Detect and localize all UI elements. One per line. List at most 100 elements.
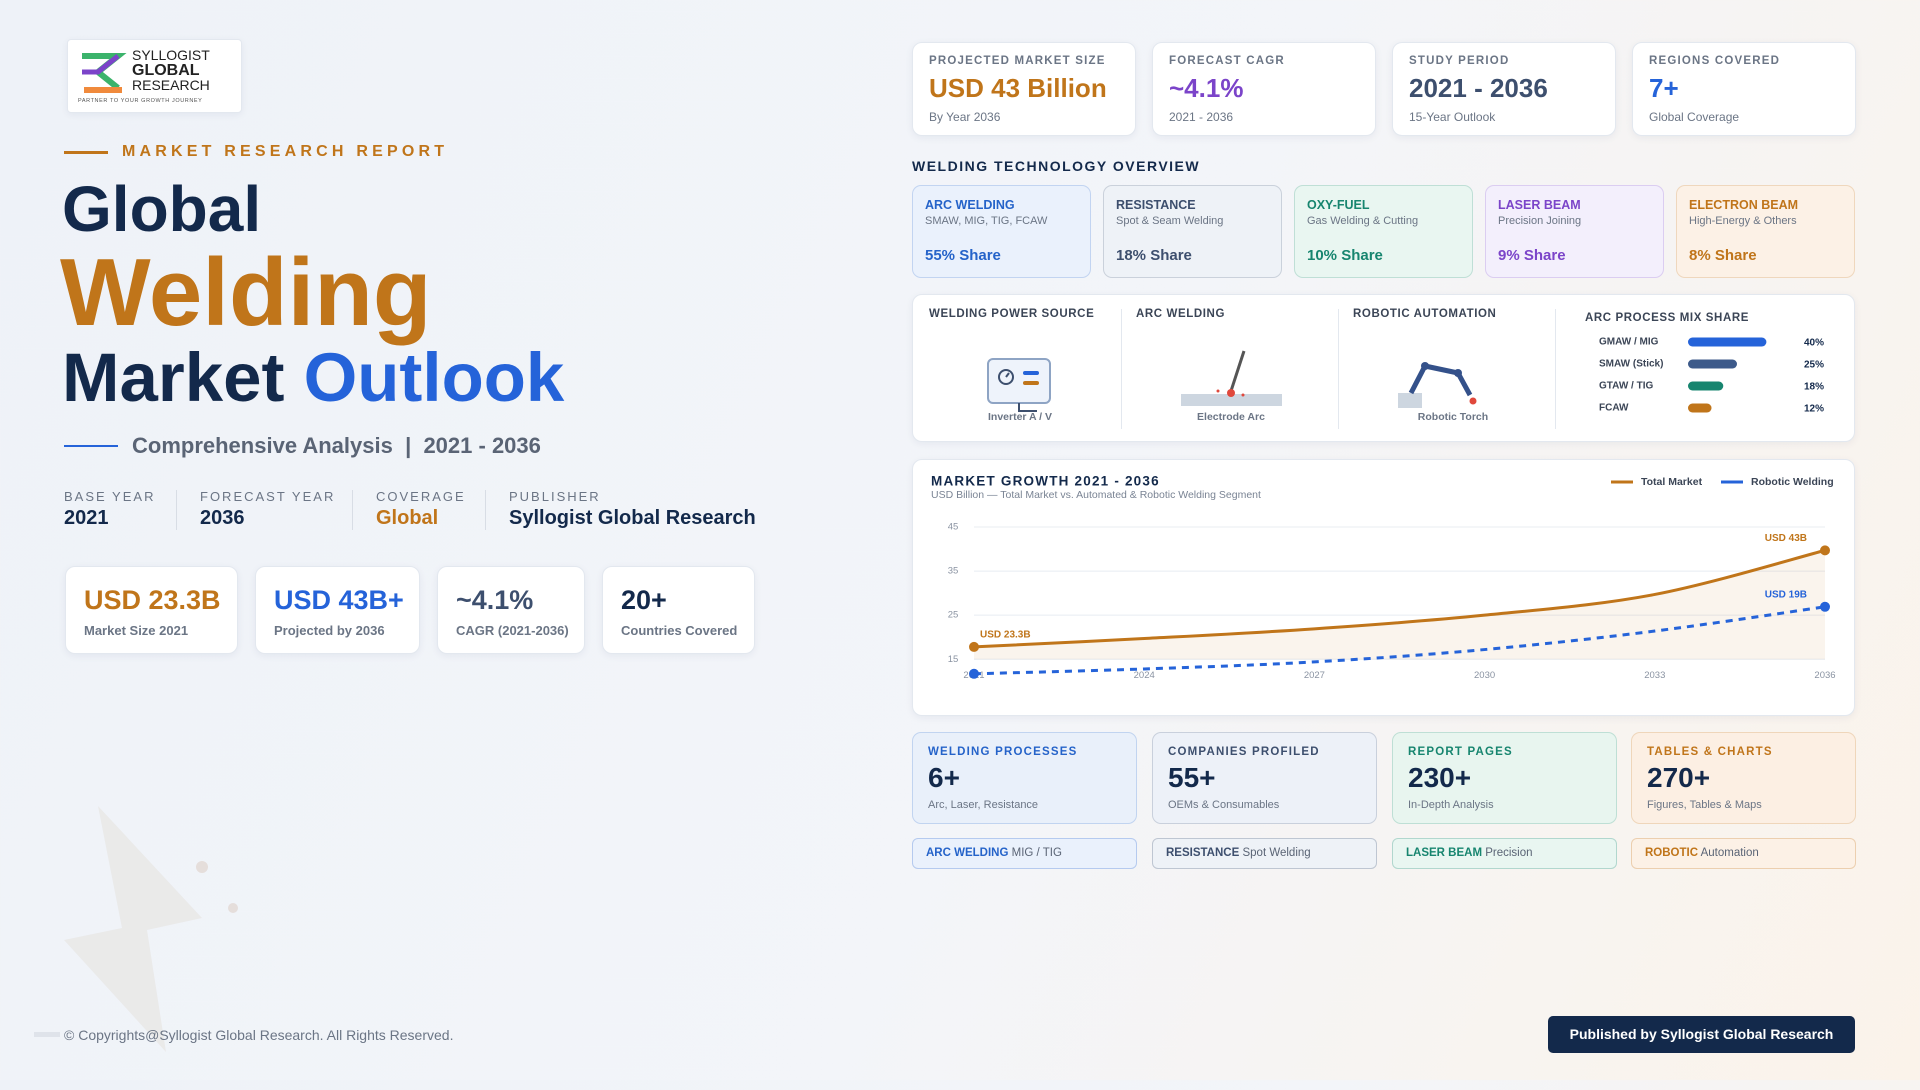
mix-bar <box>1688 403 1712 413</box>
logo-icon <box>82 53 127 93</box>
process-caption: Inverter A / V <box>988 411 1052 423</box>
tag: ARC WELDING MIG / TIG <box>912 838 1137 869</box>
tag-text: MIG / TIG <box>1011 847 1062 859</box>
info-label: WELDING PROCESSES <box>928 746 1078 758</box>
tech-desc: Precision Joining <box>1498 215 1582 227</box>
info-value: 6+ <box>928 762 960 793</box>
meta-label: COVERAGE <box>376 489 466 504</box>
x-tick-label: 2027 <box>1304 670 1325 681</box>
process-caption: Electrode Arc <box>1197 411 1265 423</box>
power-box <box>987 358 1051 404</box>
tech-desc: Gas Welding & Cutting <box>1307 215 1419 227</box>
point-annotation: USD 23.3B <box>980 630 1031 641</box>
process-title: ROBOTIC AUTOMATION <box>1353 308 1497 320</box>
kpi-card: PROJECTED MARKET SIZE USD 43 Billion By Ye… <box>912 42 1136 136</box>
series-line <box>973 548 1826 649</box>
logo-card: SYLLOGIST GLOBAL RESEARCH PARTNER TO YOUR G… <box>67 39 242 113</box>
meta-label: FORECAST YEAR <box>200 489 336 504</box>
decor-bolt <box>64 806 238 1052</box>
mix-bar <box>1688 337 1767 347</box>
point <box>1820 601 1830 612</box>
stat-card: 20+ Countries Covered <box>602 566 755 654</box>
mix-category: GMAW / MIG <box>1599 337 1659 348</box>
tech-share: 9% Share <box>1498 247 1566 264</box>
weld-plate <box>1181 394 1282 406</box>
logo-name: SYLLOGIST <box>132 47 210 63</box>
kpi-card: FORECAST CAGR ~4.1% 2021 - 2036 <box>1152 42 1376 136</box>
info-card: TABLES & CHARTS 270+ Figures, Tables & Map… <box>1631 732 1856 824</box>
point <box>1820 545 1830 556</box>
tech-card: ELECTRON BEAM High-Energy & Others 8% Shar… <box>1676 185 1855 278</box>
spark <box>1227 389 1235 397</box>
process-panel: WELDING POWER SOURCE Inverter A / V ARC WE… <box>912 294 1855 442</box>
tag-text: Precision <box>1485 847 1533 859</box>
mix-title: ARC PROCESS MIX SHARE <box>1585 312 1749 324</box>
kpi-card: STUDY PERIOD 2021 - 2036 15-Year Outlook <box>1392 42 1616 136</box>
logo-name: GLOBAL <box>132 62 200 79</box>
tag: RESISTANCE Spot Welding <box>1152 838 1377 869</box>
gauge-needle <box>1005 372 1010 378</box>
mix-value-label: 12% <box>1804 404 1824 415</box>
title-welding: Welding <box>60 239 432 346</box>
series-line <box>973 605 1826 676</box>
stat-card: USD 23.3B Market Size 2021 <box>65 566 238 654</box>
tag-strong: RESISTANCE <box>1166 847 1240 859</box>
tag-strong: ROBOTIC <box>1645 847 1699 859</box>
point <box>969 668 979 679</box>
title-market: Market <box>62 339 285 416</box>
eyebrow-line <box>64 151 108 154</box>
y-tick-label: 15 <box>948 654 959 665</box>
kpi-label: PROJECTED MARKET SIZE <box>929 55 1106 67</box>
x-tick-label: 2030 <box>1474 670 1495 681</box>
stat-card: ~4.1% CAGR (2021-2036) <box>437 566 585 654</box>
y-tick-label: 35 <box>948 566 959 577</box>
tech-share: 55% Share <box>925 247 1001 264</box>
kpi-card: REGIONS COVERED 7+ Global Coverage <box>1632 42 1856 136</box>
tech-card: LASER BEAM Precision Joining 9% Share <box>1485 185 1664 278</box>
mix-value-label: 18% <box>1804 382 1824 393</box>
y-tick-label: 45 <box>948 522 959 533</box>
tag-text: Spot Welding <box>1242 847 1311 859</box>
meta-divider <box>352 490 353 530</box>
x-tick-label: 2036 <box>1814 670 1835 681</box>
stat-card: USD 43B+ Projected by 2036 <box>255 566 420 654</box>
stat-value: 20+ <box>621 585 667 615</box>
tech-desc: Spot & Seam Welding <box>1116 215 1224 227</box>
info-label: COMPANIES PROFILED <box>1168 746 1320 758</box>
indicator <box>1023 371 1039 375</box>
process-divider <box>1555 309 1556 429</box>
decor-dot <box>196 861 208 873</box>
info-value: 55+ <box>1168 762 1216 793</box>
publisher-button[interactable]: Published by Syllogist Global Research <box>1548 1016 1855 1053</box>
point-annotation: USD 43B <box>1765 533 1807 544</box>
tech-share: 8% Share <box>1689 247 1757 264</box>
meta-label: BASE YEAR <box>64 489 156 504</box>
legend-label: Robotic Welding <box>1751 476 1834 488</box>
decor-dot <box>228 903 238 913</box>
cable <box>1018 403 1037 412</box>
tech-share: 18% Share <box>1116 247 1192 264</box>
spark <box>1216 389 1220 393</box>
legend-label: Total Market <box>1641 476 1703 488</box>
tech-card: RESISTANCE Spot & Seam Welding 18% Share <box>1103 185 1282 278</box>
title-market-outlook: Market Outlook <box>62 338 564 417</box>
mix-category: GTAW / TIG <box>1599 381 1653 392</box>
kpi-sub: 2021 - 2036 <box>1169 110 1234 124</box>
process-title: WELDING POWER SOURCE <box>929 308 1095 320</box>
info-card: WELDING PROCESSES 6+ Arc, Laser, Resistanc… <box>912 732 1137 824</box>
stat-value: USD 23.3B <box>84 585 221 615</box>
logo-name: RESEARCH <box>132 77 210 93</box>
spark <box>1469 397 1477 405</box>
spark <box>1241 393 1245 397</box>
eyebrow: MARKET RESEARCH REPORT <box>122 143 449 160</box>
point <box>969 641 979 652</box>
logo-tagline: PARTNER TO YOUR GROWTH JOURNEY <box>78 98 203 104</box>
area <box>974 550 1825 660</box>
kpi-value: ~4.1% <box>1169 73 1244 103</box>
kpi-value: USD 43 Billion <box>929 73 1107 103</box>
mix-value-label: 25% <box>1804 360 1824 371</box>
robot-base <box>1398 393 1422 408</box>
